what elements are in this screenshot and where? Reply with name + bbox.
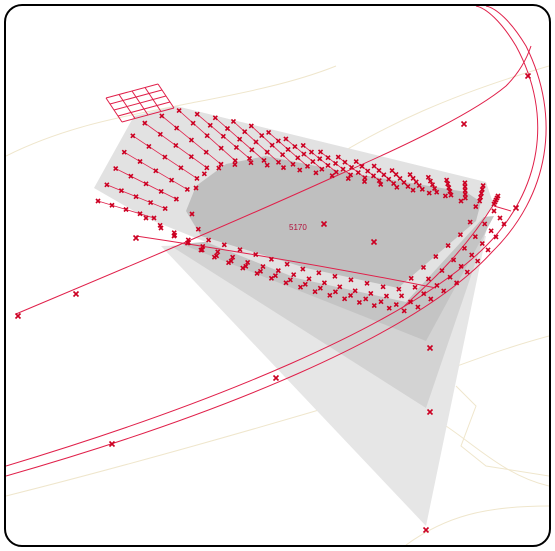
marker-cross: [514, 206, 519, 211]
drawing-canvas[interactable]: 5170: [6, 6, 549, 545]
marker-cross: [96, 199, 100, 203]
marker-cross: [492, 209, 496, 213]
cad-viewport[interactable]: 5170: [4, 4, 551, 547]
marker-cross: [110, 203, 114, 207]
marker-cross: [16, 314, 21, 319]
marker-cross: [489, 229, 493, 233]
contour-line: [456, 386, 549, 476]
parcel-label: 5170: [289, 223, 307, 232]
marker-cross: [124, 208, 128, 212]
marker-cross: [462, 122, 467, 127]
marker-cross: [526, 74, 531, 79]
marker-cross: [274, 376, 279, 381]
marker-cross: [486, 248, 490, 252]
contour-line: [336, 66, 549, 156]
marker-cross: [74, 292, 79, 297]
marker-cross: [498, 216, 502, 220]
contour-line: [446, 426, 549, 486]
road-edge: [494, 206, 511, 211]
